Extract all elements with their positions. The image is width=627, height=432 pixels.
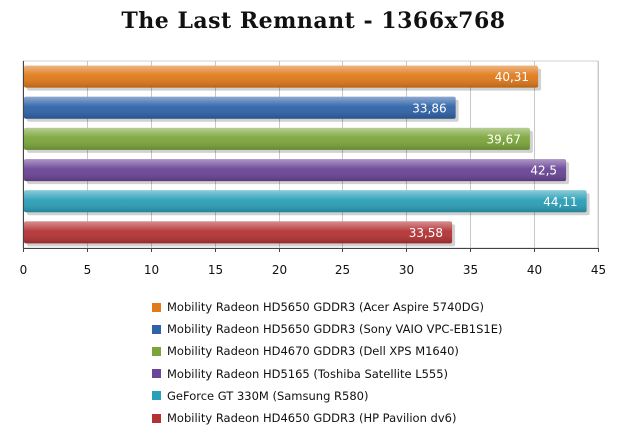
x-tick-label: 35 xyxy=(463,263,478,277)
legend-label: GeForce GT 330M (Samsung R580) xyxy=(167,388,369,403)
bar-value-label: 44,11 xyxy=(543,195,577,209)
bar-value-label: 33,58 xyxy=(409,226,443,240)
bar-highlight xyxy=(24,127,530,150)
x-tick-label: 20 xyxy=(272,263,287,277)
legend-swatch xyxy=(152,324,161,334)
legend-item: Mobility Radeon HD5650 GDDR3 (Sony VAIO … xyxy=(152,318,612,340)
bar-value-label: 33,86 xyxy=(412,101,446,115)
x-tick-label: 15 xyxy=(208,263,223,277)
legend-item: Mobility Radeon HD5165 (Toshiba Satellit… xyxy=(152,363,612,385)
legend-label: Mobility Radeon HD5165 (Toshiba Satellit… xyxy=(167,366,449,381)
bar-highlight xyxy=(24,190,587,213)
bar-value-label: 42,5 xyxy=(530,164,557,178)
bar-highlight xyxy=(24,159,567,182)
bar-highlight xyxy=(24,221,453,244)
legend-label: Mobility Radeon HD5650 GDDR3 (Sony VAIO … xyxy=(167,322,503,337)
bar-value-label: 39,67 xyxy=(487,132,521,146)
legend-item: GeForce GT 330M (Samsung R580) xyxy=(152,385,612,407)
x-tick-label: 10 xyxy=(144,263,159,277)
legend-item: Mobility Radeon HD5650 GDDR3 (Acer Aspir… xyxy=(152,296,612,318)
bar-value-label: 40,31 xyxy=(495,70,529,84)
legend: Mobility Radeon HD5650 GDDR3 (Acer Aspir… xyxy=(152,296,612,429)
x-tick-label: 45 xyxy=(591,263,606,277)
legend-swatch xyxy=(152,391,161,401)
legend-item: Mobility Radeon HD4670 GDDR3 (Dell XPS M… xyxy=(152,340,612,362)
chart-title: The Last Remnant - 1366x768 xyxy=(121,8,506,34)
legend-swatch xyxy=(152,413,161,423)
legend-swatch xyxy=(152,369,161,379)
x-tick-label: 40 xyxy=(527,263,542,277)
x-tick-label: 5 xyxy=(84,263,92,277)
bar-highlight xyxy=(24,96,456,119)
legend-label: Mobility Radeon HD4650 GDDR3 (HP Pavilio… xyxy=(167,411,457,426)
legend-swatch xyxy=(152,302,161,312)
bar-highlight xyxy=(24,65,539,88)
legend-label: Mobility Radeon HD4670 GDDR3 (Dell XPS M… xyxy=(167,344,459,359)
x-tick-label: 25 xyxy=(335,263,350,277)
legend-label: Mobility Radeon HD5650 GDDR3 (Acer Aspir… xyxy=(167,300,484,315)
legend-swatch xyxy=(152,346,161,356)
x-tick-label: 0 xyxy=(20,263,28,277)
x-tick-label: 30 xyxy=(399,263,414,277)
legend-item: Mobility Radeon HD4650 GDDR3 (HP Pavilio… xyxy=(152,407,612,429)
